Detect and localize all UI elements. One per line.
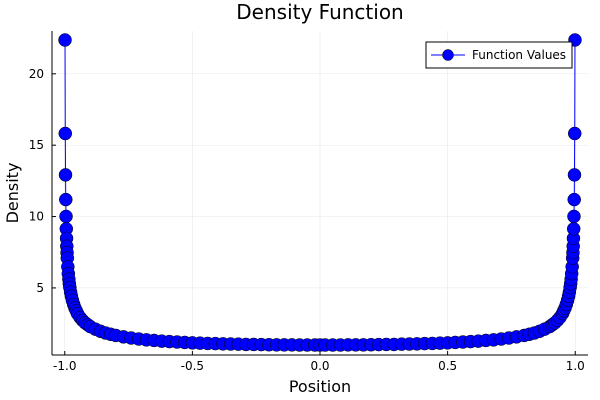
y-axis-label: Density — [3, 163, 22, 224]
series-function-values — [58, 33, 582, 352]
grid-lines — [52, 31, 588, 355]
x-tick-label-4: 1.0 — [566, 359, 585, 373]
x-tick-label-1: -0.5 — [181, 359, 204, 373]
data-point-1 — [58, 126, 73, 141]
data-point-4 — [59, 209, 73, 224]
data-point-3 — [59, 192, 73, 207]
data-point-113 — [567, 192, 581, 207]
legend-label: Function Values — [472, 48, 566, 62]
y-tick-label-1: 10 — [29, 210, 44, 224]
y-tick-label-2: 15 — [29, 138, 44, 152]
legend: Function Values — [425, 41, 573, 69]
data-point-115 — [567, 126, 582, 141]
x-axis-label: Position — [289, 377, 351, 396]
chart-title: Density Function — [236, 0, 403, 24]
x-tick-label-2: 0.0 — [310, 359, 329, 373]
tick-labels: -1.0 -0.5 0.0 0.5 1.0 5 10 15 20 — [29, 67, 585, 373]
data-point-112 — [567, 209, 581, 224]
data-point-2 — [58, 168, 73, 182]
data-point-114 — [567, 168, 582, 182]
data-point-0 — [58, 33, 72, 47]
x-tick-label-3: 0.5 — [438, 359, 457, 373]
y-tick-label-3: 20 — [29, 67, 44, 81]
y-tick-label-0: 5 — [36, 281, 44, 295]
x-tick-label-0: -1.0 — [53, 359, 76, 373]
data-point-111 — [566, 222, 581, 236]
legend-marker — [442, 49, 454, 61]
